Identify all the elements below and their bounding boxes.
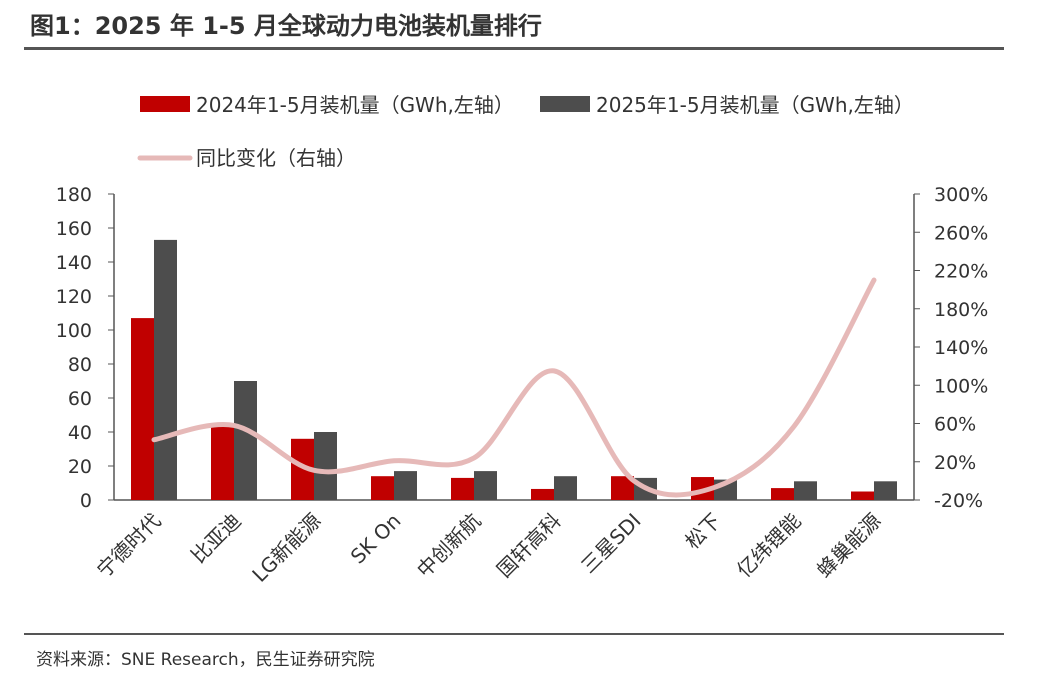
bar-2024 xyxy=(291,438,314,500)
left-tick-label: 140 xyxy=(56,252,92,274)
bar-2024 xyxy=(531,488,554,500)
bar-2024 xyxy=(131,318,154,500)
bar-2025 xyxy=(794,481,817,500)
category-label: 蜂巢能源 xyxy=(812,509,886,583)
legend-yoy-label: 同比变化（右轴） xyxy=(196,146,356,170)
legend-2025-swatch xyxy=(540,96,590,112)
category-label: 三星SDI xyxy=(576,509,645,578)
right-tick-label: -20% xyxy=(934,490,983,512)
legend-2025-label: 2025年1-5月装机量（GWh,左轴） xyxy=(596,93,914,117)
bar-2025 xyxy=(874,481,897,500)
left-tick-label: 180 xyxy=(56,184,92,206)
bar-2024 xyxy=(451,477,474,500)
category-label: 比亚迪 xyxy=(186,509,245,568)
right-tick-label: 260% xyxy=(934,222,988,244)
bar-2025 xyxy=(474,471,497,500)
legend-2024-label: 2024年1-5月装机量（GWh,左轴） xyxy=(196,93,514,117)
legend-2024-swatch xyxy=(140,96,190,112)
left-tick-label: 40 xyxy=(68,422,92,444)
bar-2024 xyxy=(611,476,634,500)
left-tick-label: 20 xyxy=(68,456,92,478)
footer-divider xyxy=(24,633,1004,635)
bar-2025 xyxy=(554,476,577,500)
category-label: 松下 xyxy=(680,509,725,554)
bar-2025 xyxy=(154,239,177,500)
bar-2024 xyxy=(851,491,874,500)
left-tick-label: 120 xyxy=(56,286,92,308)
title-divider xyxy=(24,47,1004,50)
left-tick-label: 60 xyxy=(68,388,92,410)
bar-2024 xyxy=(371,476,394,500)
right-tick-label: 100% xyxy=(934,375,988,397)
right-tick-label: 300% xyxy=(934,184,988,206)
category-label: LG新能源 xyxy=(247,509,325,587)
right-tick-label: 220% xyxy=(934,261,988,283)
category-label: 国轩高科 xyxy=(492,509,566,583)
bar-2024 xyxy=(211,423,234,500)
category-label: 中创新航 xyxy=(412,509,486,583)
left-tick-label: 0 xyxy=(80,490,92,512)
bar-2025 xyxy=(234,381,257,500)
left-tick-label: 160 xyxy=(56,218,92,240)
category-label: SK On xyxy=(346,509,406,569)
right-tick-label: 20% xyxy=(934,452,976,474)
category-label: 亿纬锂能 xyxy=(732,509,806,583)
right-tick-label: 60% xyxy=(934,414,976,436)
category-label: 宁德时代 xyxy=(92,509,166,583)
left-tick-label: 80 xyxy=(68,354,92,376)
left-tick-label: 100 xyxy=(56,320,92,342)
source-note: 资料来源：SNE Research，民生证券研究院 xyxy=(36,650,375,670)
bar-2025 xyxy=(394,471,417,500)
yoy-change-line xyxy=(151,277,877,498)
chart-title: 图1：2025 年 1-5 月全球动力电池装机量排行 xyxy=(30,12,542,40)
right-tick-label: 140% xyxy=(934,337,988,359)
bar-2025 xyxy=(314,432,337,500)
right-tick-label: 180% xyxy=(934,299,988,321)
bar-2024 xyxy=(771,488,794,500)
